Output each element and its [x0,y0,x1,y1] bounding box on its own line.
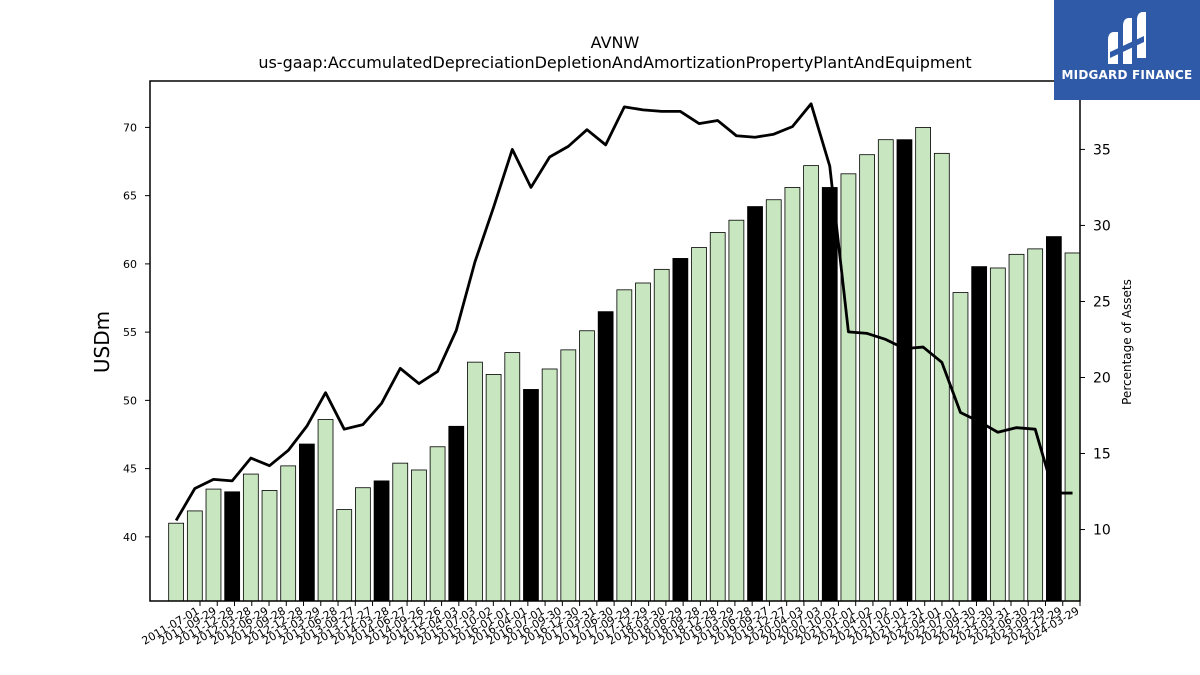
y-tick-label: 55 [123,326,137,339]
bar-47 [1027,248,1044,602]
y-tick-label: 70 [123,121,137,134]
bar-32 [747,206,763,602]
plot-frame [149,80,1081,602]
bar-39 [877,139,894,602]
chart-title: AVNW [591,33,640,52]
chart-subtitle: us-gaap:AccumulatedDepreciationDepletion… [258,53,971,72]
bar-8 [298,443,315,602]
bar-11 [355,487,371,602]
bar-22 [560,349,577,602]
bar-18 [485,374,502,602]
bar-10 [336,509,353,602]
bar-4 [224,491,241,602]
y-tick-label: 65 [123,190,137,203]
bar-19 [504,352,521,602]
y-right-tick-label: 35 [1093,142,1111,158]
bar-37 [840,173,857,602]
bar-23 [579,330,595,602]
bar-26 [635,282,651,602]
y-right-tick-label: 30 [1093,218,1111,234]
bar-7 [280,465,297,602]
bar-24 [597,311,614,602]
bar-14 [411,469,427,602]
y-right-tick-label: 10 [1093,523,1111,539]
bar-38 [859,154,875,602]
bar-27 [653,268,670,602]
bar-13 [392,462,409,602]
midgard-finance-logo: MIDGARD FINANCE [1054,0,1200,100]
bar-6 [261,490,278,602]
bar-43 [952,292,969,602]
y-axis-label: USDm [90,311,114,373]
bar-12 [373,480,390,602]
bar-41 [915,127,931,602]
midgard-logo-mark-icon [1108,12,1146,64]
bar-20 [523,389,539,602]
bar-15 [429,446,446,602]
bar-2 [186,510,203,602]
bar-16 [448,425,465,602]
bar-36 [821,187,838,602]
bar-3 [205,488,222,602]
y-tick-label: 50 [123,394,137,407]
y-tick-label: 45 [123,463,137,476]
bar-5 [242,473,259,602]
bar-21 [541,368,558,602]
bar-17 [467,361,483,602]
bar-44 [971,266,988,602]
y-right-tick-label: 25 [1093,294,1111,310]
bar-48 [1045,236,1062,602]
y-right-tick-label: 15 [1093,447,1111,463]
bar-35 [803,165,819,602]
bar-34 [784,187,801,602]
bar-30 [709,232,726,602]
y-tick-label: 60 [123,258,137,271]
logo-text: MIDGARD FINANCE [1061,68,1193,82]
y-axis-right-label: Percentage of Assets [1120,279,1134,405]
bar-31 [728,219,745,602]
bar-1 [168,522,185,602]
bar-33 [765,199,782,602]
bar-9 [317,419,334,602]
y-tick-label: 40 [123,531,137,544]
bar-25 [616,289,633,602]
bar-45 [989,267,1006,602]
y-right-tick-label: 20 [1093,370,1111,386]
bar-28 [672,258,689,602]
bar-49 [1064,252,1081,602]
percentage-of-assets-line [174,102,1073,522]
bar-40 [896,139,913,602]
bar-29 [691,247,707,602]
